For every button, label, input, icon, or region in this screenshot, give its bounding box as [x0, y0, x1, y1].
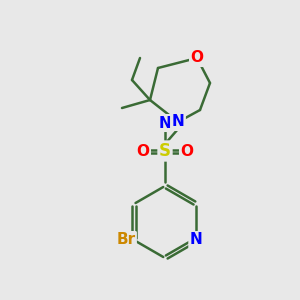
Text: S: S — [159, 142, 171, 160]
Text: O: O — [181, 143, 194, 158]
Text: N: N — [172, 115, 184, 130]
Text: O: O — [136, 143, 149, 158]
Text: O: O — [190, 50, 203, 65]
Text: Br: Br — [116, 232, 135, 247]
Text: N: N — [159, 116, 171, 130]
Text: N: N — [190, 232, 203, 247]
